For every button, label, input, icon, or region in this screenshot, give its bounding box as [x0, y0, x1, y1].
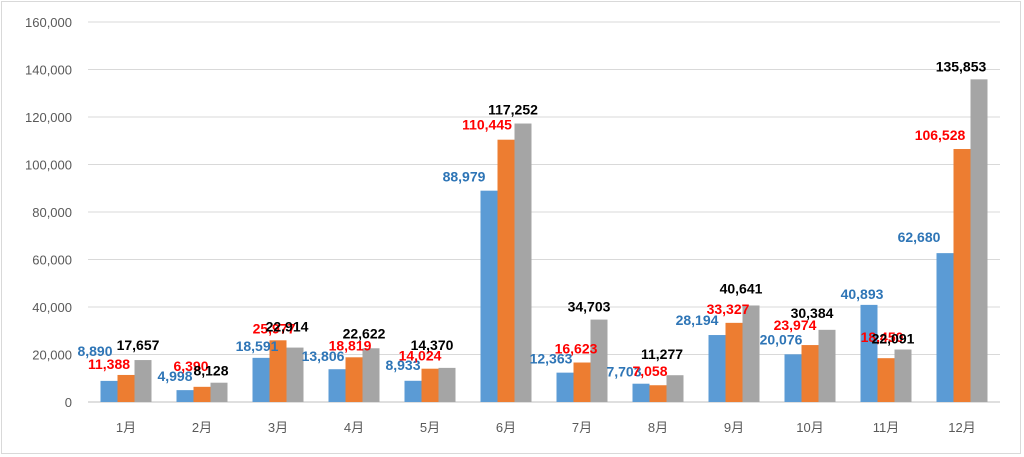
- data-label: 14,370: [411, 337, 454, 353]
- data-label: 28,194: [676, 312, 719, 328]
- bar: [134, 360, 152, 402]
- bar: [784, 354, 802, 402]
- x-tick-label: 10月: [796, 420, 823, 435]
- x-tick-label: 5月: [420, 420, 440, 435]
- bar: [328, 369, 346, 402]
- data-label: 8,890: [77, 343, 112, 359]
- data-label: 18,819: [329, 337, 372, 353]
- data-label: 11,388: [88, 356, 130, 372]
- bar: [286, 347, 304, 402]
- data-label: 8,933: [385, 357, 420, 373]
- x-tick-label: 4月: [344, 420, 364, 435]
- bar: [421, 368, 439, 402]
- data-label: 106,528: [915, 127, 966, 143]
- bar: [666, 375, 684, 402]
- data-label: 40,893: [841, 286, 884, 302]
- bar: [556, 372, 574, 402]
- data-label: 22,622: [343, 325, 386, 341]
- bar: [742, 305, 760, 402]
- bar: [252, 357, 270, 402]
- x-tick-label: 12月: [948, 420, 975, 435]
- bar: [362, 348, 380, 402]
- bars: [100, 79, 988, 403]
- data-label: 7,703: [606, 364, 641, 380]
- data-label: 117,252: [488, 102, 538, 118]
- x-tick-label: 6月: [496, 420, 516, 435]
- bar: [590, 319, 608, 402]
- x-tick-label: 7月: [572, 420, 592, 435]
- bar: [725, 322, 743, 402]
- bar: [801, 345, 819, 402]
- data-label: 4,998: [157, 368, 192, 384]
- data-label: 8,128: [193, 363, 228, 379]
- data-label: 40,641: [720, 280, 763, 296]
- bar: [210, 382, 228, 402]
- bar: [345, 357, 363, 402]
- bar: [117, 374, 135, 402]
- data-label: 62,680: [898, 229, 941, 245]
- y-tick-label: 140,000: [25, 63, 72, 78]
- bar: [860, 304, 878, 402]
- bar: [818, 329, 836, 402]
- y-tick-label: 0: [65, 395, 72, 410]
- data-label: 18,591: [236, 338, 279, 354]
- data-label: 110,445: [462, 117, 512, 133]
- y-tick-label: 80,000: [32, 205, 72, 220]
- data-label: 25,977: [253, 320, 296, 336]
- y-tick-label: 100,000: [25, 158, 72, 173]
- data-label: 30,384: [791, 305, 834, 321]
- data-label: 7,058: [632, 363, 667, 379]
- data-label: 18,450: [861, 329, 904, 345]
- bar: [269, 340, 287, 402]
- x-tick-label: 8月: [648, 420, 668, 435]
- data-label: 22,091: [872, 331, 915, 347]
- y-tick-label: 40,000: [32, 300, 72, 315]
- bar: [193, 386, 211, 402]
- y-tick-label: 20,000: [32, 348, 72, 363]
- bar: [877, 358, 895, 402]
- data-label: 88,979: [443, 169, 486, 185]
- y-tick-label: 120,000: [25, 110, 72, 125]
- bar: [514, 123, 532, 403]
- data-label: 135,853: [936, 58, 987, 74]
- x-tick-label: 11月: [873, 420, 900, 435]
- x-tick-label: 2月: [192, 420, 212, 435]
- bar: [708, 335, 726, 402]
- bar: [953, 148, 971, 402]
- data-label: 22,914: [266, 319, 309, 335]
- data-label: 13,806: [302, 348, 345, 364]
- x-tick-label: 1月: [116, 420, 136, 435]
- bar: [480, 190, 498, 402]
- bar: [100, 380, 118, 402]
- data-labels: 8,890 4,998 18,591 13,806 8,933 88,979 12,363 7…: [77, 58, 986, 384]
- bar: [632, 383, 650, 402]
- bar: [497, 139, 515, 403]
- data-label: 12,363: [530, 351, 573, 367]
- bar: [176, 390, 194, 402]
- data-label: 11,277: [641, 346, 683, 362]
- data-label: 6,390: [173, 358, 208, 374]
- data-label: 17,657: [117, 337, 160, 353]
- data-label: 23,974: [774, 317, 817, 333]
- x-tick-label: 3月: [268, 420, 288, 435]
- bar: [649, 385, 667, 402]
- bar: [404, 380, 422, 402]
- x-tick-label: 9月: [724, 420, 744, 435]
- y-tick-label: 60,000: [32, 253, 72, 268]
- bar: [573, 362, 591, 402]
- data-label: 34,703: [568, 299, 611, 315]
- data-label: 14,024: [399, 348, 442, 364]
- bar: [970, 79, 988, 403]
- data-label: 33,327: [707, 301, 750, 317]
- data-label: 16,623: [555, 341, 598, 357]
- y-tick-label: 160,000: [25, 15, 72, 30]
- bar: [936, 253, 954, 402]
- bar: [438, 367, 456, 402]
- bar: [894, 349, 912, 402]
- data-label: 20,076: [760, 331, 803, 347]
